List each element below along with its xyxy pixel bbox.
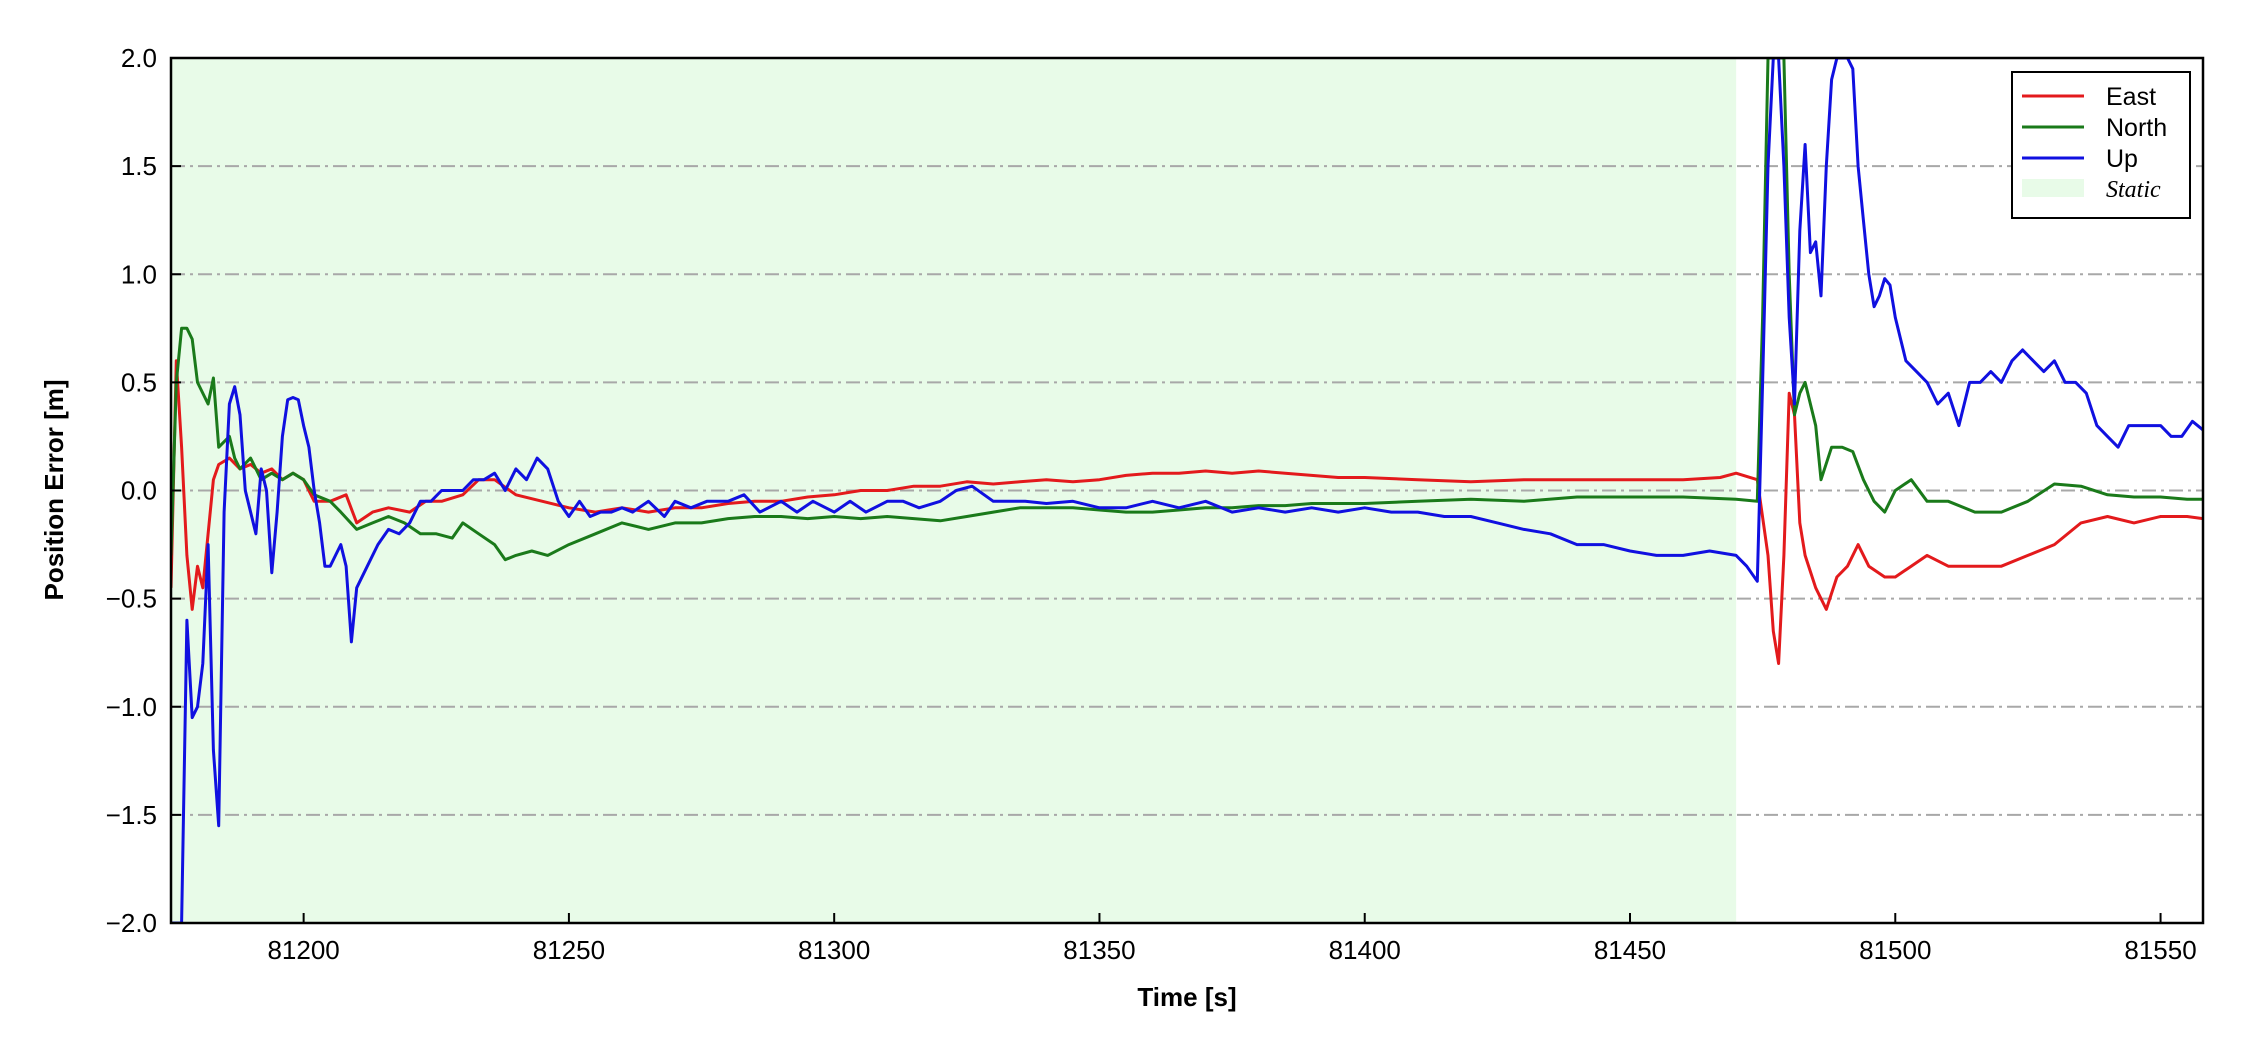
legend-label-static: Static (2106, 177, 2161, 203)
legend-label-north: North (2106, 114, 2167, 142)
x-tick-label: 81400 (1329, 935, 1401, 965)
series-line-up (171, 58, 2203, 923)
legend: East North Up Static (2011, 71, 2191, 219)
y-tick-label: 1.5 (121, 151, 157, 181)
x-tick-label: 81200 (267, 935, 339, 965)
y-tick-label: −1.5 (106, 800, 157, 830)
x-tick-label: 81250 (533, 935, 605, 965)
axis-ticks: 81200 81250 81300 81350 81400 81450 81500 81550… (106, 43, 2197, 965)
x-tick-label: 81350 (1063, 935, 1135, 965)
y-tick-label: −0.5 (106, 584, 157, 614)
y-tick-label: 2.0 (121, 43, 157, 73)
y-tick-label: 0.5 (121, 367, 157, 397)
x-tick-label: 81550 (2124, 935, 2196, 965)
y-tick-label: 0.0 (121, 476, 157, 506)
x-axis-title: Time [s] (1137, 982, 1236, 1012)
y-axis-title: Position Error [m] (39, 379, 69, 600)
y-tick-label: −1.0 (106, 692, 157, 722)
x-tick-label: 81450 (1594, 935, 1666, 965)
legend-label-up: Up (2106, 145, 2138, 173)
y-tick-label: 1.0 (121, 259, 157, 289)
series-lines (171, 58, 2203, 923)
legend-swatch-static (2022, 179, 2084, 197)
y-tick-label: −2.0 (106, 908, 157, 938)
legend-label-east: East (2106, 83, 2156, 111)
y-gridlines (171, 165, 2203, 816)
x-tick-label: 81300 (798, 935, 870, 965)
series-line-north (171, 58, 2203, 562)
x-tick-label: 81500 (1859, 935, 1931, 965)
